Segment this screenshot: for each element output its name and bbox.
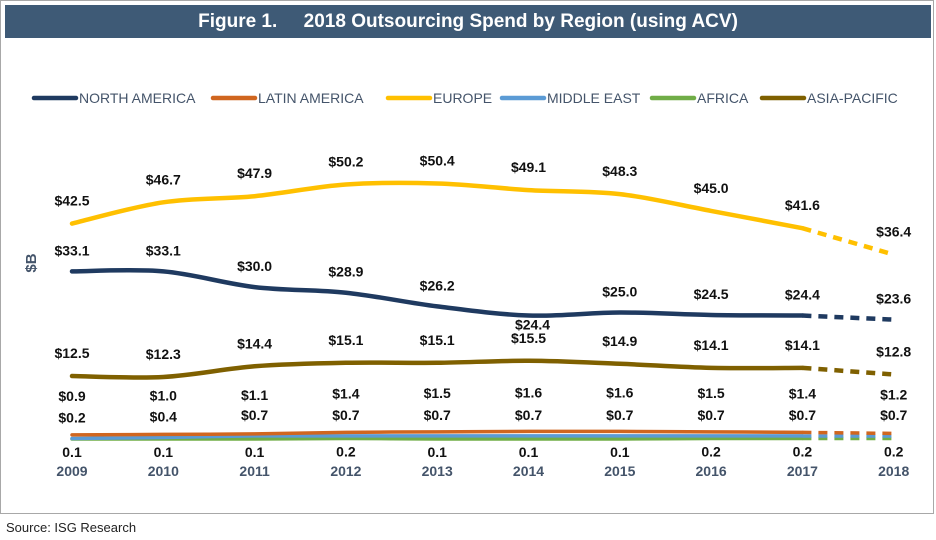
data-label-north-america: $33.1: [146, 242, 181, 258]
data-label-latin-america: $1.0: [150, 387, 177, 403]
legend-label-latin-america: LATIN AMERICA: [258, 90, 364, 106]
data-label-middle-east: $0.4: [150, 409, 177, 425]
data-label-asia-pacific: $14.1: [785, 337, 820, 353]
data-label-europe: $47.9: [237, 165, 272, 181]
data-label-north-america: $25.0: [602, 284, 637, 300]
data-label-asia-pacific: $12.3: [146, 346, 181, 362]
data-label-middle-east: $0.7: [697, 407, 724, 423]
data-label-asia-pacific: $15.1: [328, 332, 363, 348]
data-label-europe: $46.7: [146, 171, 181, 187]
data-label-latin-america: $1.5: [697, 385, 724, 401]
series-line-latin-america: [70, 429, 805, 437]
series-projection-latin-america: [802, 430, 894, 436]
data-label-north-america: $24.5: [694, 286, 729, 302]
series-line-asia-pacific: [69, 358, 805, 380]
x-tick-label: 2012: [330, 463, 361, 479]
data-label-asia-pacific: $15.5: [511, 330, 546, 346]
data-label-asia-pacific: $14.4: [237, 335, 272, 351]
data-label-latin-america: $1.4: [332, 385, 359, 401]
data-label-africa: 0.1: [62, 444, 82, 460]
series-line-africa: [70, 436, 805, 441]
data-label-north-america: $28.9: [328, 264, 363, 280]
source-note: Source: ISG Research: [6, 520, 137, 535]
data-label-africa: 0.2: [884, 444, 904, 460]
legend-label-middle-east: MIDDLE EAST: [547, 90, 641, 106]
data-label-middle-east: $0.2: [58, 410, 85, 426]
line-chart: NORTH AMERICA LATIN AMERICA EUROPE MIDDLE E…: [23, 90, 911, 479]
data-label-latin-america: $1.2: [880, 386, 907, 402]
x-tick-label: 2010: [148, 463, 179, 479]
figure-title: Figure 1. 2018 Outsourcing Spend by Regi…: [5, 5, 931, 38]
data-label-asia-pacific: $12.5: [54, 345, 89, 361]
x-tick-label: 2018: [878, 463, 909, 479]
data-label-middle-east: $0.7: [332, 407, 359, 423]
data-label-europe: $45.0: [694, 180, 729, 196]
data-label-africa: 0.2: [701, 444, 721, 460]
data-label-europe: $41.6: [785, 197, 820, 213]
legend-label-africa: AFRICA: [697, 90, 749, 106]
data-label-middle-east: $0.7: [424, 407, 451, 423]
y-axis-label: $B: [23, 253, 40, 272]
data-labels: $33.1 $33.1 $30.0 $28.9 $26.2 $24.4 $25.0 $24.5…: [54, 153, 911, 461]
data-label-north-america: $26.2: [420, 277, 455, 293]
figure-frame: Figure 1. 2018 Outsourcing Spend by Regi…: [0, 0, 934, 514]
data-label-asia-pacific: $15.1: [420, 332, 455, 348]
data-label-north-america: $24.4: [785, 287, 820, 303]
data-label-middle-east: $0.7: [241, 407, 268, 423]
series-projection-asia-pacific: [802, 365, 894, 377]
x-tick-label: 2013: [422, 463, 453, 479]
data-label-latin-america: $0.9: [58, 388, 85, 404]
x-tick-label: 2011: [239, 463, 270, 479]
data-label-middle-east: $0.7: [606, 407, 633, 423]
data-label-europe: $36.4: [876, 224, 911, 240]
data-label-latin-america: $1.6: [606, 384, 633, 400]
legend-label-north-america: NORTH AMERICA: [79, 90, 196, 106]
series-line-north-america: [69, 267, 805, 318]
data-label-africa: 0.1: [519, 444, 539, 460]
data-label-africa: 0.2: [793, 444, 813, 460]
data-label-north-america: $23.6: [876, 291, 911, 307]
data-label-asia-pacific: $14.1: [694, 337, 729, 353]
data-label-north-america: $24.4: [515, 317, 550, 333]
data-label-africa: 0.1: [427, 444, 447, 460]
data-label-latin-america: $1.6: [515, 384, 542, 400]
x-tick-label: 2009: [56, 463, 87, 479]
series-projection-north-america: [802, 313, 894, 322]
legend-label-asia-pacific: ASIA-PACIFIC: [807, 90, 898, 106]
series-lines: [69, 180, 895, 441]
data-label-europe: $42.5: [54, 193, 89, 209]
data-label-africa: 0.1: [154, 444, 174, 460]
legend-label-europe: EUROPE: [433, 90, 492, 106]
data-label-asia-pacific: $14.9: [602, 333, 637, 349]
data-label-africa: 0.1: [610, 444, 630, 460]
x-tick-label: 2017: [787, 463, 818, 479]
x-tick-label: 2015: [604, 463, 635, 479]
data-label-africa: 0.1: [245, 444, 265, 460]
data-label-europe: $48.3: [602, 163, 637, 179]
data-label-africa: 0.2: [336, 444, 356, 460]
data-label-north-america: $33.1: [54, 242, 89, 258]
series-line-europe: [69, 180, 805, 231]
data-label-asia-pacific: $12.8: [876, 344, 911, 360]
series-line-middle-east: [70, 434, 805, 441]
data-label-middle-east: $0.7: [515, 407, 542, 423]
data-label-europe: $50.4: [420, 153, 455, 169]
x-tick-label: 2014: [513, 463, 544, 479]
data-label-latin-america: $1.1: [241, 387, 268, 403]
x-tick-label: 2016: [696, 463, 727, 479]
data-label-middle-east: $0.7: [880, 407, 907, 423]
legend: NORTH AMERICA LATIN AMERICA EUROPE MIDDLE E…: [31, 90, 898, 106]
data-label-latin-america: $1.4: [789, 385, 816, 401]
data-label-latin-america: $1.5: [424, 385, 451, 401]
data-label-europe: $49.1: [511, 159, 546, 175]
data-label-north-america: $30.0: [237, 258, 272, 274]
data-label-middle-east: $0.7: [789, 407, 816, 423]
data-label-europe: $50.2: [328, 154, 363, 170]
x-axis-ticks: 2009 2010 2011 2012 2013 2014 2015 2016 2017 2018: [56, 463, 909, 479]
